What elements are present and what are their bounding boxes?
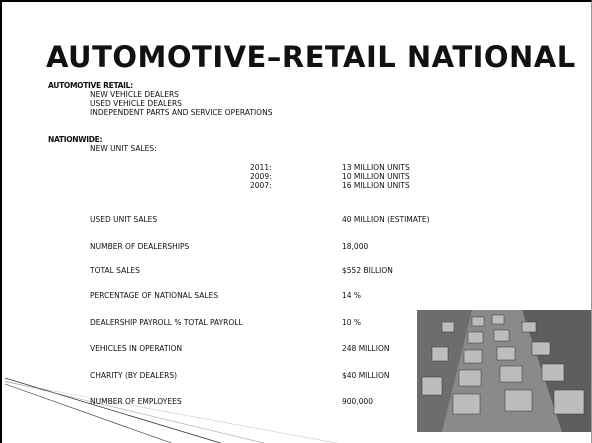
year-value: 10 MILLION UNITS	[342, 172, 410, 181]
stat-value: 900,000	[342, 397, 374, 406]
stat-label: NUMBER OF EMPLOYEES	[90, 397, 182, 406]
section-heading: AUTOMOTIVE RETAIL:	[48, 81, 133, 90]
stat-value: $40 MILLION	[342, 371, 390, 380]
stat-value: $552 BILLION	[342, 266, 393, 275]
year-label: 2009:	[250, 172, 272, 181]
stat-label: USED UNIT SALES	[90, 215, 158, 224]
traffic-photo	[417, 310, 591, 432]
stat-value: 40 MILLION (ESTIMATE)	[342, 215, 430, 224]
swoosh-lines	[4, 377, 337, 443]
stat-value: 18,000	[342, 242, 369, 251]
year-value: 13 MILLION UNITS	[342, 163, 410, 172]
stat-label: NEW UNIT SALES:	[90, 144, 157, 153]
stat-label: PERCENTAGE OF NATIONAL SALES	[90, 291, 219, 300]
stat-label: CHARITY (BY DEALERS)	[90, 371, 178, 380]
stat-value: 248 MILLION	[342, 344, 390, 353]
year-label: 2007:	[250, 181, 272, 190]
list-item: NEW VEHICLE DEALERS	[90, 90, 179, 99]
list-item: USED VEHICLE DEALERS	[90, 99, 182, 108]
slide-title: AUTOMOTIVE–RETAIL NATIONAL	[46, 40, 576, 74]
stat-label: VEHICLES IN OPERATION	[90, 344, 183, 353]
list-item: INDEPENDENT PARTS AND SERVICE OPERATIONS	[90, 108, 273, 117]
stat-value: 10 %	[342, 318, 362, 327]
stat-value: 14 %	[342, 291, 362, 300]
year-label: 2011:	[250, 163, 272, 172]
stat-label: NUMBER OF DEALERSHIPS	[90, 242, 190, 251]
stat-label: TOTAL SALES	[90, 266, 140, 275]
stat-label: DEALERSHIP PAYROLL % TOTAL PAYROLL	[90, 318, 243, 327]
section-heading: NATIONWIDE:	[48, 135, 103, 144]
year-value: 16 MILLION UNITS	[342, 181, 410, 190]
